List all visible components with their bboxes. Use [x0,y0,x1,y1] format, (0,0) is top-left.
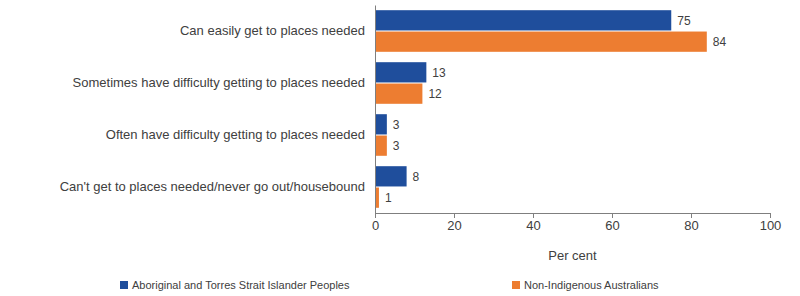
y-tick-label: Can easily get to places needed [180,23,365,38]
legend-item: Non-Indigenous Australians [512,279,659,291]
data-label: 3 [393,139,400,153]
y-tick-label: Can't get to places needed/never go out/… [60,179,365,194]
y-axis: Can easily get to places needed Sometimes… [60,6,376,214]
data-label: 84 [713,35,727,49]
bar [375,84,422,104]
legend-item: Aboriginal and Torres Strait Islander Pe… [120,279,350,291]
bar [375,32,707,52]
x-tick: 0 [372,213,379,233]
data-label: 12 [428,87,442,101]
x-tick-label: 0 [372,218,379,233]
x-tick: 20 [447,213,461,233]
y-tick-label: Often have difficulty getting to places … [106,127,365,142]
x-tick: 80 [684,213,698,233]
chart: 75 13 3 8 84 12 3 10 20 40 60 80 100 Can easily get t… [0,0,800,296]
x-axis-line [376,214,771,219]
x-tick: 100 [760,213,782,233]
data-label: 3 [393,118,400,132]
x-axis: 0 20 40 60 80 100 [372,213,781,233]
x-tick-label: 40 [526,218,540,233]
data-label: 8 [413,170,420,184]
y-tick: Can easily get to places needed [180,23,375,38]
legend-label: Aboriginal and Torres Strait Islander Pe… [132,279,350,291]
data-label: 75 [677,14,691,28]
legend: Aboriginal and Torres Strait Islander Pe… [120,279,659,291]
bar [375,166,407,186]
data-label: 13 [432,66,446,80]
y-tick-label: Sometimes have difficulty getting to pla… [73,75,365,90]
bar [375,10,671,30]
y-axis-line [375,6,376,214]
x-tick-label: 20 [447,218,461,233]
x-tick-label: 100 [760,218,782,233]
x-tick-label: 80 [684,218,698,233]
x-tick: 40 [526,213,540,233]
plot: 75 13 3 8 84 12 3 10 20 40 60 80 100 Can easily get t… [60,6,782,234]
x-axis-title: Per cent [548,248,597,263]
x-tick: 60 [605,213,619,233]
y-tick: Sometimes have difficulty getting to pla… [73,75,375,90]
bar [375,136,387,156]
data-label: 1 [385,191,392,205]
legend-label: Non-Indigenous Australians [524,279,659,291]
legend-swatch [512,281,520,289]
legend-swatch [120,281,128,289]
y-tick: Often have difficulty getting to places … [106,127,375,142]
y-tick: Can't get to places needed/never go out/… [60,179,375,194]
bar [375,62,426,82]
data-labels: 75 13 3 8 84 12 3 1 [385,14,727,205]
x-tick-label: 60 [605,218,619,233]
bar [375,114,387,134]
bars [375,10,707,208]
